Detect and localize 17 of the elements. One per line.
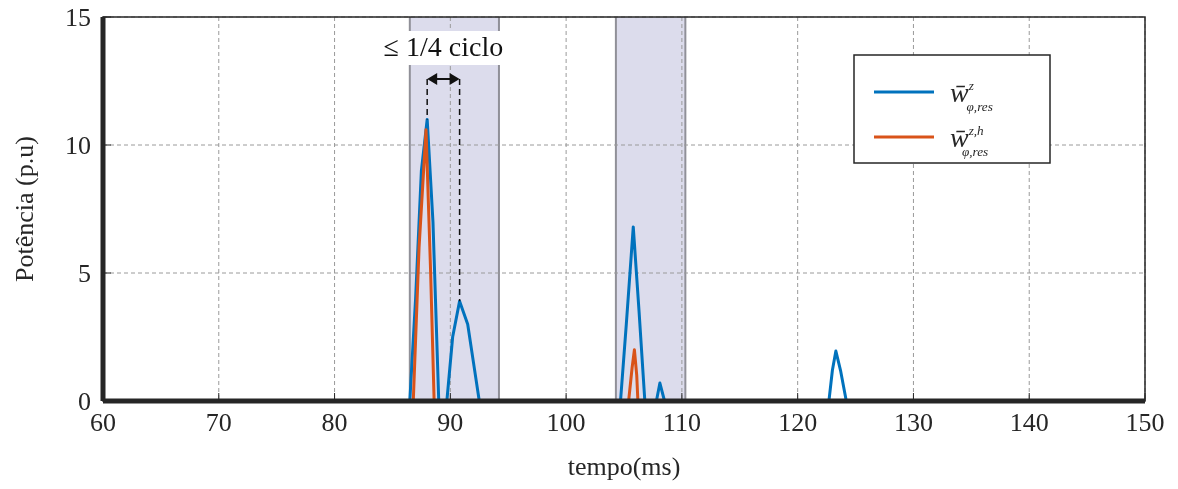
y-tick-label: 0 (78, 387, 91, 416)
x-tick-label: 140 (1009, 408, 1049, 437)
x-tick-label: 120 (778, 408, 818, 437)
y-tick-label: 5 (78, 259, 91, 288)
annotation: ≤ 1/4 ciclo (383, 31, 504, 62)
y-tick-label: 15 (65, 3, 91, 32)
x-tick-label: 110 (662, 408, 701, 437)
x-tick-label: 60 (90, 408, 116, 437)
x-tick-label: 70 (205, 408, 232, 437)
x-tick-label: 80 (321, 408, 348, 437)
x-axis-title: tempo(ms) (567, 452, 681, 481)
x-tick-label: 90 (437, 408, 464, 437)
x-tick-label: 100 (546, 408, 586, 437)
y-axis-title: Potência (p.u) (10, 136, 39, 282)
x-tick-label: 150 (1125, 408, 1165, 437)
x-tick-label: 130 (893, 408, 933, 437)
y-tick-label: 10 (65, 131, 91, 160)
